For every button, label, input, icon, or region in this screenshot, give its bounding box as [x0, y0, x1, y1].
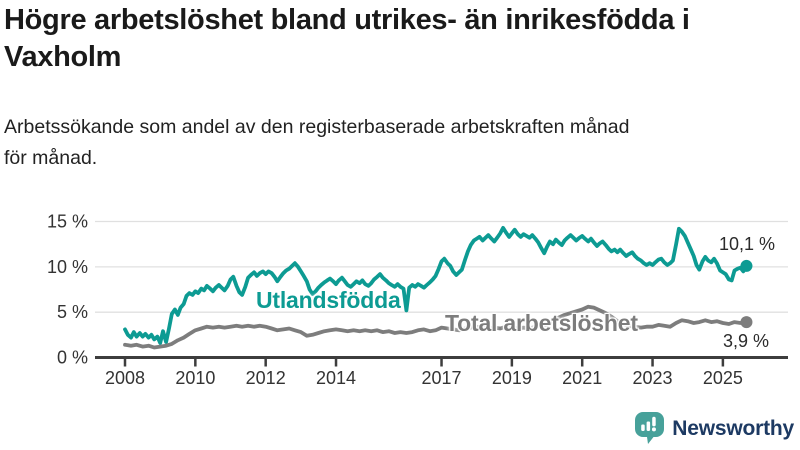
end-value-total: 3,9 % [723, 331, 770, 351]
end-value-utlandsfodda: 10,1 % [719, 234, 776, 254]
newsworthy-bubble-chart-icon [635, 412, 665, 444]
x-tick-label: 2010 [175, 368, 215, 388]
x-tick-label: 2017 [422, 368, 462, 388]
x-tick-label: 2008 [105, 368, 145, 388]
x-tick-label: 2012 [246, 368, 286, 388]
series-label-total-arbetsloshet: Total arbetslöshet [445, 310, 638, 336]
x-tick-label: 2025 [703, 368, 743, 388]
series-label-utlandsfodda: Utlandsfödda [256, 287, 401, 313]
x-tick-label: 2014 [316, 368, 356, 388]
y-tick-label: 15 % [47, 212, 88, 232]
series-line-total [123, 304, 749, 350]
x-tick-label: 2019 [492, 368, 532, 388]
newsworthy-logo[interactable]: Newsworthy [635, 412, 794, 445]
y-tick-label: 5 % [57, 302, 88, 322]
x-tick-label: 2021 [562, 368, 602, 388]
page-title: Högre arbetslöshet bland utrikes- än inr… [4, 4, 690, 73]
y-tick-label: 10 % [47, 257, 88, 277]
y-tick-label: 0 % [57, 348, 88, 368]
series-line-utlandsfodda [123, 225, 749, 345]
series-end-dot-utlandsfodda [740, 259, 753, 272]
page-subtitle: Arbetssökande som andel av den registerb… [4, 116, 630, 169]
x-tick-label: 2023 [633, 368, 673, 388]
series-end-dot-total [740, 316, 753, 329]
newsworthy-brand-name: Newsworthy [672, 416, 794, 440]
